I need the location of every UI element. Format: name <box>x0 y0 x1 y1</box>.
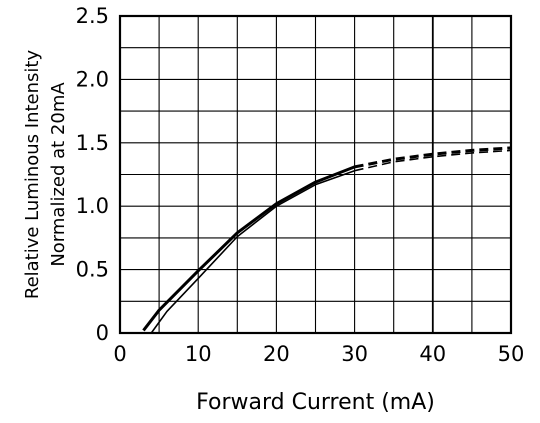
y-axis-title-line-2: Normalized at 20mA <box>48 82 69 267</box>
x-tick-label: 40 <box>419 342 446 366</box>
series-line-dashed <box>354 146 512 169</box>
y-tick-label: 0.5 <box>76 258 109 282</box>
x-tick-label: 0 <box>113 342 126 366</box>
plot-frame <box>118 14 513 335</box>
grid <box>120 16 511 333</box>
y-tick-label: 0 <box>96 321 109 345</box>
y-tick-label: 1.0 <box>76 194 109 218</box>
x-axis-title: Forward Current (mA) <box>196 390 435 415</box>
y-axis-title-line-1: Relative Luminous Intensity <box>22 50 43 300</box>
y-tick-labels: 0 0.5 1.0 1.5 2.0 2.5 <box>76 4 109 345</box>
y-tick-label: 2.0 <box>76 67 109 91</box>
series-line-dashed <box>354 149 512 172</box>
y-tick-label: 2.5 <box>76 4 109 28</box>
x-tick-label: 10 <box>185 342 212 366</box>
series-line-solid <box>142 165 356 332</box>
x-tick-label: 30 <box>341 342 368 366</box>
y-tick-label: 1.5 <box>76 131 109 155</box>
x-tick-labels: 0 10 20 30 40 50 <box>113 342 524 366</box>
x-tick-label: 50 <box>498 342 525 366</box>
series-line-solid <box>150 169 355 334</box>
x-tick-label: 20 <box>263 342 290 366</box>
series-group <box>142 146 512 334</box>
y-axis-title: Relative Luminous Intensity Normalized a… <box>22 50 69 300</box>
